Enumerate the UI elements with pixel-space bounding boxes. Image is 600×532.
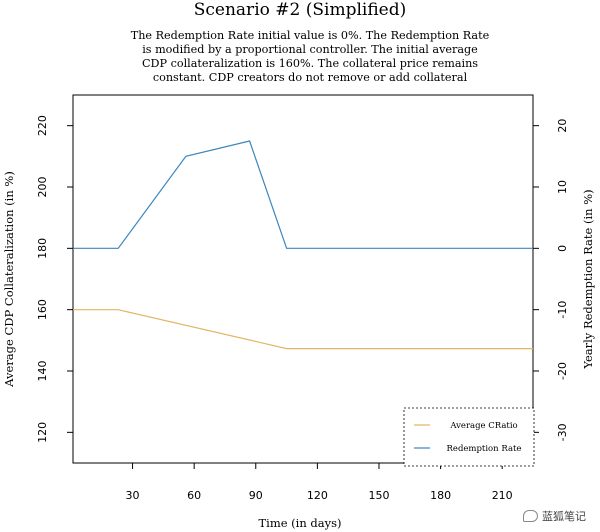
y-left-tick-label: 220 [36, 115, 49, 136]
plot-frame [72, 94, 534, 464]
legend-box [403, 407, 535, 467]
legend-label: Redemption Rate [447, 444, 522, 454]
subtitle-line-3: CDP collateralization is 160%. The colla… [141, 57, 479, 70]
y-right-tick-label: 0 [556, 245, 569, 252]
legend-label: Average CRatio [449, 421, 517, 431]
x-tick-label: 90 [249, 489, 263, 502]
x-axis-title: Time (in days) [258, 516, 341, 530]
y-left-tick-label: 180 [36, 238, 49, 259]
y-left-axis-title: Average CDP Collateralization (in %) [2, 171, 16, 388]
series-line-average-cratio [73, 309, 533, 350]
y-right-tick-label: -10 [556, 301, 569, 319]
watermark-text: 蓝狐笔记 [542, 510, 586, 523]
x-tick-label: 60 [187, 489, 201, 502]
y-left-tick-label: 120 [36, 422, 49, 443]
x-tick-label: 120 [307, 489, 328, 502]
chart-title: Scenario #2 (Simplified) [193, 0, 407, 20]
y-left-tick-label: 160 [36, 299, 49, 320]
x-tick-label: 150 [368, 489, 389, 502]
x-tick-label: 30 [126, 489, 140, 502]
chart-subtitle: The Redemption Rate initial value is 0%.… [110, 29, 510, 85]
y-right-tick-label: 20 [556, 119, 569, 133]
watermark: 蓝狐笔记 [523, 508, 586, 524]
y-right-tick-label: 10 [556, 180, 569, 194]
y-right-tick-label: -30 [556, 423, 569, 441]
y-right-tick-label: -20 [556, 362, 569, 380]
subtitle-line-4: constant. CDP creators do not remove or … [152, 71, 468, 84]
subtitle-line-2: is modified by a proportional controller… [142, 43, 478, 56]
y-left-tick-label: 140 [36, 361, 49, 382]
series-line-redemption-rate [73, 140, 533, 249]
x-tick-label: 180 [430, 489, 451, 502]
wechat-icon [523, 510, 538, 522]
x-tick-label: 210 [492, 489, 513, 502]
subtitle-line-1: The Redemption Rate initial value is 0%.… [130, 29, 490, 42]
y-left-tick-label: 200 [36, 177, 49, 198]
y-right-axis-title: Yearly Redemption Rate (in %) [581, 189, 595, 369]
